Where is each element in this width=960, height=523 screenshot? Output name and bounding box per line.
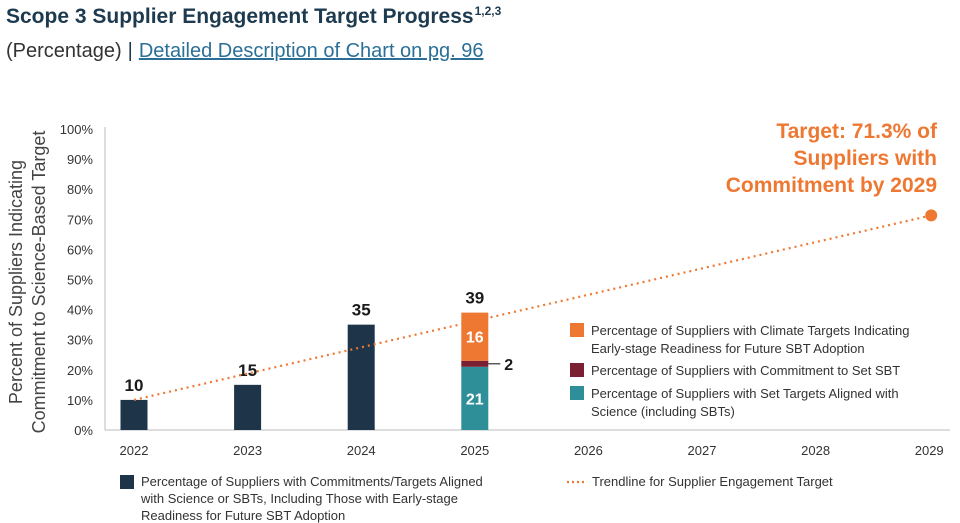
bar-total (120, 399, 148, 430)
chart-title-text: Scope 3 Supplier Engagement Target Progr… (6, 5, 474, 28)
segment-value-label: 16 (466, 330, 484, 347)
chart-title: Scope 3 Supplier Engagement Target Progr… (6, 4, 501, 29)
x-tick-label: 2023 (233, 443, 262, 458)
legend-swatch (570, 323, 584, 337)
y-axis-label: Commitment to Science-Based Target (29, 131, 49, 434)
target-point (925, 209, 938, 222)
bar-value-label: 15 (238, 361, 257, 380)
y-tick-label: 30% (67, 333, 93, 348)
legend-label: Percentage of Suppliers with Climate Tar… (591, 323, 909, 338)
title-footnote-refs: 1,2,3 (474, 4, 502, 18)
target-annotation: Commitment by 2029 (726, 174, 937, 197)
legend-label: Science (including SBTs) (591, 404, 735, 419)
bar-value-label: 10 (125, 376, 144, 395)
x-tick-label: 2026 (574, 443, 603, 458)
bar-segment (461, 360, 489, 367)
y-axis-label: Percent of Suppliers Indicating (6, 160, 26, 404)
legend-label: with Science or SBTs, Including Those wi… (140, 491, 458, 506)
legend-label: Percentage of Suppliers with Set Targets… (591, 386, 899, 401)
y-tick-label: 90% (67, 152, 93, 167)
legend-swatch (570, 363, 584, 377)
bar-total (234, 384, 262, 430)
y-tick-label: 70% (67, 212, 93, 227)
segment-value-label: 21 (466, 391, 484, 408)
segment-value-label: 2 (504, 357, 513, 374)
x-tick-label: 2027 (688, 443, 717, 458)
legend-swatch (570, 386, 584, 400)
legend-label: Percentage of Suppliers with Commitments… (141, 474, 483, 489)
y-tick-label: 60% (67, 242, 93, 257)
target-annotation: Target: 71.3% of (776, 120, 938, 143)
legend-label: Percentage of Suppliers with Commitment … (591, 363, 900, 378)
x-tick-label: 2022 (120, 443, 149, 458)
bar-segment (461, 366, 489, 430)
y-tick-label: 0% (74, 423, 93, 438)
y-tick-label: 40% (67, 303, 93, 318)
legend-label: Trendline for Supplier Engagement Target (592, 474, 833, 489)
y-tick-label: 50% (67, 273, 93, 288)
stack-total-label: 39 (465, 289, 484, 308)
x-tick-label: 2029 (915, 443, 944, 458)
target-annotation: Suppliers with (793, 147, 937, 170)
legend-label: Early-stage Readiness for Future SBT Ado… (591, 341, 865, 356)
x-tick-label: 2028 (801, 443, 830, 458)
y-tick-label: 80% (67, 182, 93, 197)
bar-value-label: 35 (352, 301, 371, 320)
detail-description-link[interactable]: Detailed Description of Chart on pg. 96 (138, 40, 484, 62)
y-tick-label: 100% (60, 122, 94, 137)
legend-swatch (120, 475, 134, 489)
subtitle-separator: | (127, 40, 133, 62)
legend-label: Readiness for Future SBT Adoption (141, 508, 345, 523)
chart-subtitle: (Percentage) | Detailed Description of Cha… (6, 40, 483, 63)
x-tick-label: 2024 (347, 443, 376, 458)
unit-label: (Percentage) (6, 40, 122, 62)
x-tick-label: 2025 (460, 443, 489, 458)
y-tick-label: 10% (67, 393, 93, 408)
y-tick-label: 20% (67, 363, 93, 378)
bar-total (347, 324, 375, 430)
trendline (133, 214, 932, 401)
